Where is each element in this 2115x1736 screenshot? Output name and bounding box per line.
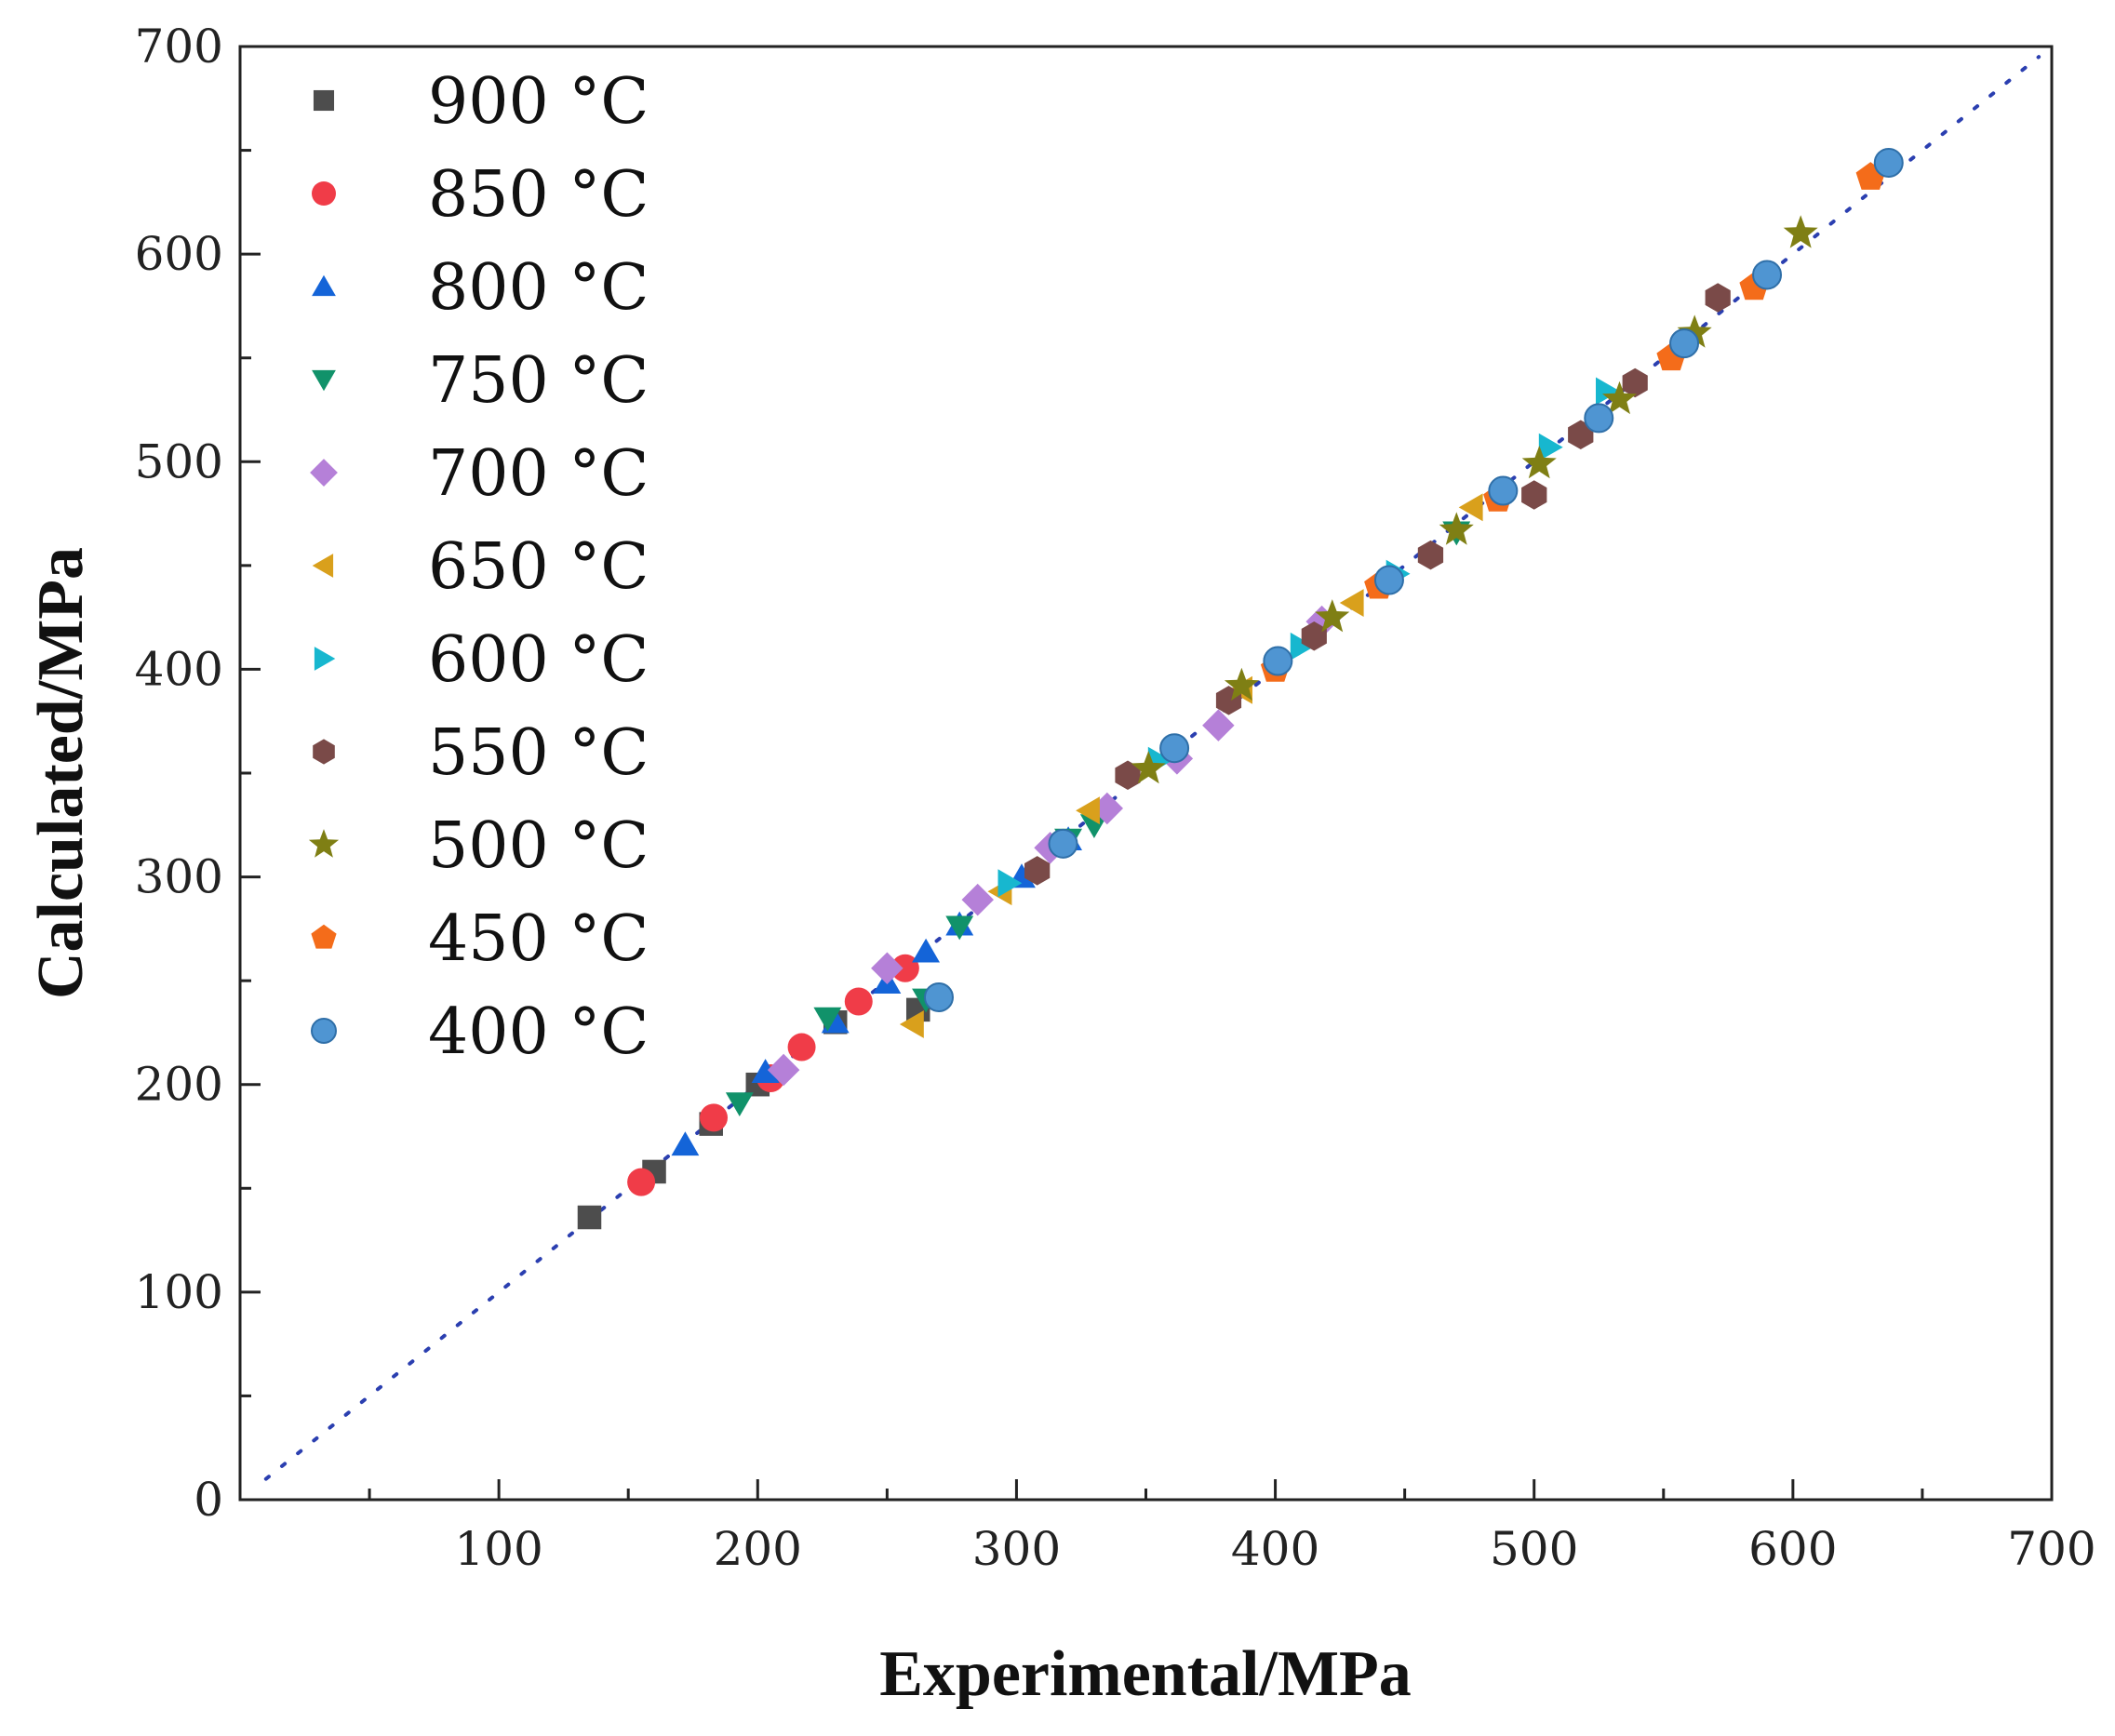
data-point bbox=[1315, 599, 1350, 633]
data-point bbox=[1602, 381, 1637, 415]
y-tick-label: 600 bbox=[135, 227, 223, 281]
x-axis-title: Experimental/MPa bbox=[879, 1638, 1412, 1710]
y-tick-label: 700 bbox=[135, 20, 223, 73]
data-point bbox=[1079, 814, 1108, 838]
data-point bbox=[1488, 475, 1519, 506]
data-point bbox=[871, 952, 904, 984]
data-point bbox=[1705, 283, 1731, 313]
x-tick-label: 500 bbox=[1490, 1522, 1578, 1576]
legend-label: 400 °C bbox=[428, 995, 649, 1069]
data-point bbox=[1076, 796, 1100, 825]
legend-marker bbox=[311, 924, 337, 949]
legend-marker bbox=[310, 459, 338, 487]
legend-label: 450 °C bbox=[428, 902, 649, 976]
data-point bbox=[1131, 751, 1166, 784]
x-tick-label: 700 bbox=[2007, 1522, 2095, 1576]
legend-marker bbox=[313, 89, 335, 112]
data-point bbox=[1301, 621, 1327, 651]
data-point bbox=[1873, 147, 1904, 178]
data-point bbox=[899, 1010, 924, 1038]
data-point bbox=[1339, 589, 1364, 617]
data-point bbox=[1596, 377, 1620, 406]
legend-label: 850 °C bbox=[428, 158, 649, 232]
data-point bbox=[961, 883, 994, 916]
axis-ticks: 100 200 300 400 500 600 700 0 100 200 300 400 500 600… bbox=[135, 20, 2096, 1576]
legend-label: 900 °C bbox=[428, 65, 649, 139]
data-point bbox=[813, 1007, 842, 1032]
y-tick-label: 200 bbox=[135, 1058, 223, 1112]
legend-marker bbox=[313, 739, 335, 765]
data-point bbox=[1159, 733, 1190, 764]
data-point bbox=[890, 954, 919, 982]
data-point bbox=[1677, 314, 1712, 348]
y-tick-label: 0 bbox=[194, 1473, 223, 1527]
data-point bbox=[1115, 760, 1141, 790]
data-point bbox=[1622, 367, 1648, 398]
data-point bbox=[1568, 420, 1594, 449]
data-point bbox=[1783, 215, 1818, 248]
data-point bbox=[767, 1053, 800, 1087]
data-point bbox=[1024, 856, 1051, 886]
x-tick-label: 100 bbox=[454, 1522, 542, 1576]
legend-marker bbox=[312, 369, 336, 392]
legend-label: 500 °C bbox=[428, 809, 649, 883]
data-point bbox=[671, 1131, 700, 1156]
y-tick-label: 500 bbox=[135, 434, 223, 488]
data-point bbox=[1373, 565, 1404, 595]
data-point bbox=[700, 1103, 729, 1132]
y-tick-label: 100 bbox=[135, 1265, 223, 1319]
y-axis-title: Calculated/MPa bbox=[25, 547, 97, 999]
data-point bbox=[844, 987, 873, 1016]
data-point bbox=[627, 1168, 656, 1196]
data-point bbox=[1458, 493, 1483, 522]
data-point bbox=[1584, 403, 1614, 434]
data-point bbox=[912, 938, 940, 963]
data-point bbox=[1417, 540, 1444, 570]
legend-label: 550 °C bbox=[428, 716, 649, 790]
x-tick-label: 200 bbox=[714, 1522, 802, 1576]
legend-label: 750 °C bbox=[428, 344, 649, 418]
data-point bbox=[577, 1205, 602, 1230]
data-point bbox=[997, 869, 1023, 898]
legend-label: 600 °C bbox=[428, 623, 649, 697]
legend-marker bbox=[312, 181, 336, 206]
data-point bbox=[1521, 446, 1557, 479]
data-points bbox=[577, 147, 1904, 1230]
legend-label: 650 °C bbox=[428, 530, 649, 604]
legend-marker bbox=[308, 829, 340, 858]
data-point bbox=[1224, 667, 1259, 701]
data-point bbox=[787, 1033, 816, 1062]
data-point bbox=[1538, 433, 1563, 461]
data-point bbox=[1752, 260, 1783, 290]
data-point bbox=[1290, 632, 1315, 661]
x-tick-label: 300 bbox=[972, 1522, 1061, 1576]
data-point bbox=[725, 1092, 754, 1116]
x-tick-label: 400 bbox=[1231, 1522, 1319, 1576]
legend-marker bbox=[312, 554, 334, 578]
y-tick-label: 400 bbox=[135, 642, 223, 696]
data-point bbox=[1263, 646, 1293, 676]
legend-marker bbox=[314, 647, 336, 671]
data-point bbox=[751, 1059, 780, 1083]
data-point bbox=[1048, 828, 1078, 859]
legend-marker bbox=[312, 274, 336, 297]
y-tick-label: 300 bbox=[135, 850, 223, 904]
data-point bbox=[1521, 480, 1547, 510]
data-point bbox=[1669, 328, 1700, 359]
legend-marker bbox=[311, 1018, 337, 1044]
data-point bbox=[923, 982, 954, 1012]
legend-label: 700 °C bbox=[428, 437, 649, 511]
x-tick-label: 600 bbox=[1748, 1522, 1837, 1576]
legend: 900 °C 850 °C 800 °C 750 °C 700 °C 650 °C 600 … bbox=[308, 65, 649, 1069]
data-point bbox=[1202, 709, 1235, 741]
legend-label: 800 °C bbox=[428, 251, 649, 325]
data-point bbox=[1439, 512, 1474, 545]
data-point bbox=[945, 915, 974, 941]
